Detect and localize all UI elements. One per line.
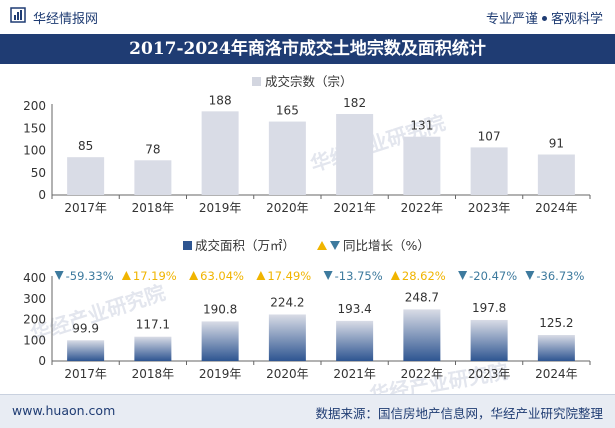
area-value-label: 190.8 <box>203 302 237 316</box>
count-ytick-label: 150 <box>23 121 46 135</box>
area-xtick-label: 2021年 <box>333 367 376 381</box>
growth-up-icon <box>390 271 400 280</box>
growth-label: 28.62% <box>402 269 446 283</box>
legend-down-triangle-icon <box>330 241 340 250</box>
area-value-label: 117.1 <box>136 318 170 332</box>
count-value-label: 107 <box>478 129 501 143</box>
area-bar <box>537 335 575 361</box>
area-value-label: 248.7 <box>405 290 439 304</box>
growth-down-icon <box>323 271 333 280</box>
legend-label-growth: 同比增长（%） <box>343 238 430 253</box>
area-value-label: 197.8 <box>472 301 506 315</box>
area-bar <box>336 320 374 361</box>
legend-label-area: 成交面积（万㎡） <box>195 238 295 253</box>
count-xtick-label: 2024年 <box>535 201 578 215</box>
area-value-label: 99.9 <box>72 321 99 335</box>
count-value-label: 78 <box>145 142 160 156</box>
tagline: 专业严谨 客观科学 <box>486 8 603 27</box>
count-xtick-label: 2019年 <box>199 201 242 215</box>
count-value-label: 165 <box>276 104 299 118</box>
count-value-label: 85 <box>78 139 93 153</box>
count-xtick-label: 2020年 <box>266 201 309 215</box>
area-value-label: 193.4 <box>337 302 371 316</box>
page-title: 2017-2024年商洛市成交土地宗数及面积统计 <box>0 34 615 64</box>
growth-label: -36.73% <box>536 269 584 283</box>
area-xtick-label: 2019年 <box>199 367 242 381</box>
count-bar <box>537 154 575 195</box>
area-ytick-label: 200 <box>23 313 46 327</box>
count-value-label: 182 <box>343 96 366 110</box>
area-bar <box>403 309 441 361</box>
count-bar <box>67 157 105 195</box>
area-bar <box>470 319 508 361</box>
legend-up-triangle-icon <box>317 241 327 250</box>
count-xtick-label: 2023年 <box>468 201 511 215</box>
footer-source: 数据来源：国信房地产信息网，华经产业研究院整理 <box>315 406 603 421</box>
count-bar <box>134 160 172 195</box>
growth-down-icon <box>54 271 64 280</box>
area-xtick-label: 2024年 <box>535 367 578 381</box>
area-bar <box>134 336 172 361</box>
count-bar <box>268 121 306 195</box>
count-value-label: 188 <box>209 93 232 107</box>
area-ytick-label: 300 <box>23 292 46 306</box>
count-ytick-label: 200 <box>23 99 46 113</box>
footer: www.huaon.com 数据来源：国信房地产信息网，华经产业研究院整理 <box>0 394 615 428</box>
count-bar <box>470 147 508 195</box>
growth-up-icon <box>121 271 131 280</box>
header: 华经情报网 专业严谨 客观科学 <box>0 0 615 34</box>
legend-label-count: 成交宗数（宗） <box>265 74 353 89</box>
count-value-label: 91 <box>549 137 564 151</box>
count-ytick-label: 0 <box>38 188 46 202</box>
area-xtick-label: 2020年 <box>266 367 309 381</box>
growth-up-icon <box>189 271 199 280</box>
count-value-label: 131 <box>410 119 433 133</box>
growth-label: 63.04% <box>200 269 244 283</box>
logo-icon <box>10 7 26 23</box>
count-ytick-label: 50 <box>31 166 46 180</box>
growth-label: -20.47% <box>469 269 517 283</box>
tagline-left: 专业严谨 <box>485 12 538 27</box>
area-xtick-label: 2023年 <box>468 367 511 381</box>
count-xtick-label: 2018年 <box>132 201 175 215</box>
tagline-dot-icon <box>541 16 547 21</box>
watermark-text: 华经产业研究院 <box>28 280 169 346</box>
area-value-label: 224.2 <box>270 295 304 309</box>
legend-swatch-count <box>252 77 261 86</box>
count-ytick-label: 100 <box>23 144 46 158</box>
legend-swatch-area <box>183 241 192 250</box>
footer-site: www.huaon.com <box>12 403 116 418</box>
count-bar <box>201 111 239 195</box>
area-bar <box>268 314 306 361</box>
area-xtick-label: 2018年 <box>132 367 175 381</box>
growth-down-icon <box>525 271 535 280</box>
growth-label: 17.19% <box>133 269 177 283</box>
area-ytick-label: 0 <box>38 354 46 368</box>
area-bar <box>201 321 239 361</box>
growth-down-icon <box>458 271 468 280</box>
tagline-right: 客观科学 <box>550 12 603 27</box>
area-ytick-label: 400 <box>23 271 46 285</box>
growth-label: 17.49% <box>267 269 311 283</box>
area-xtick-label: 2017年 <box>64 367 107 381</box>
count-xtick-label: 2017年 <box>64 201 107 215</box>
count-xtick-label: 2021年 <box>333 201 376 215</box>
growth-up-icon <box>256 271 266 280</box>
growth-label: -59.33% <box>66 269 114 283</box>
count-bar <box>403 136 441 195</box>
area-ytick-label: 100 <box>23 333 46 347</box>
area-value-label: 125.2 <box>539 316 573 330</box>
area-xtick-label: 2022年 <box>401 367 444 381</box>
growth-label: -13.75% <box>335 269 383 283</box>
area-bar <box>67 340 105 361</box>
brand-name: 华经情报网 <box>33 12 99 27</box>
count-bar <box>336 114 374 195</box>
count-xtick-label: 2022年 <box>401 201 444 215</box>
